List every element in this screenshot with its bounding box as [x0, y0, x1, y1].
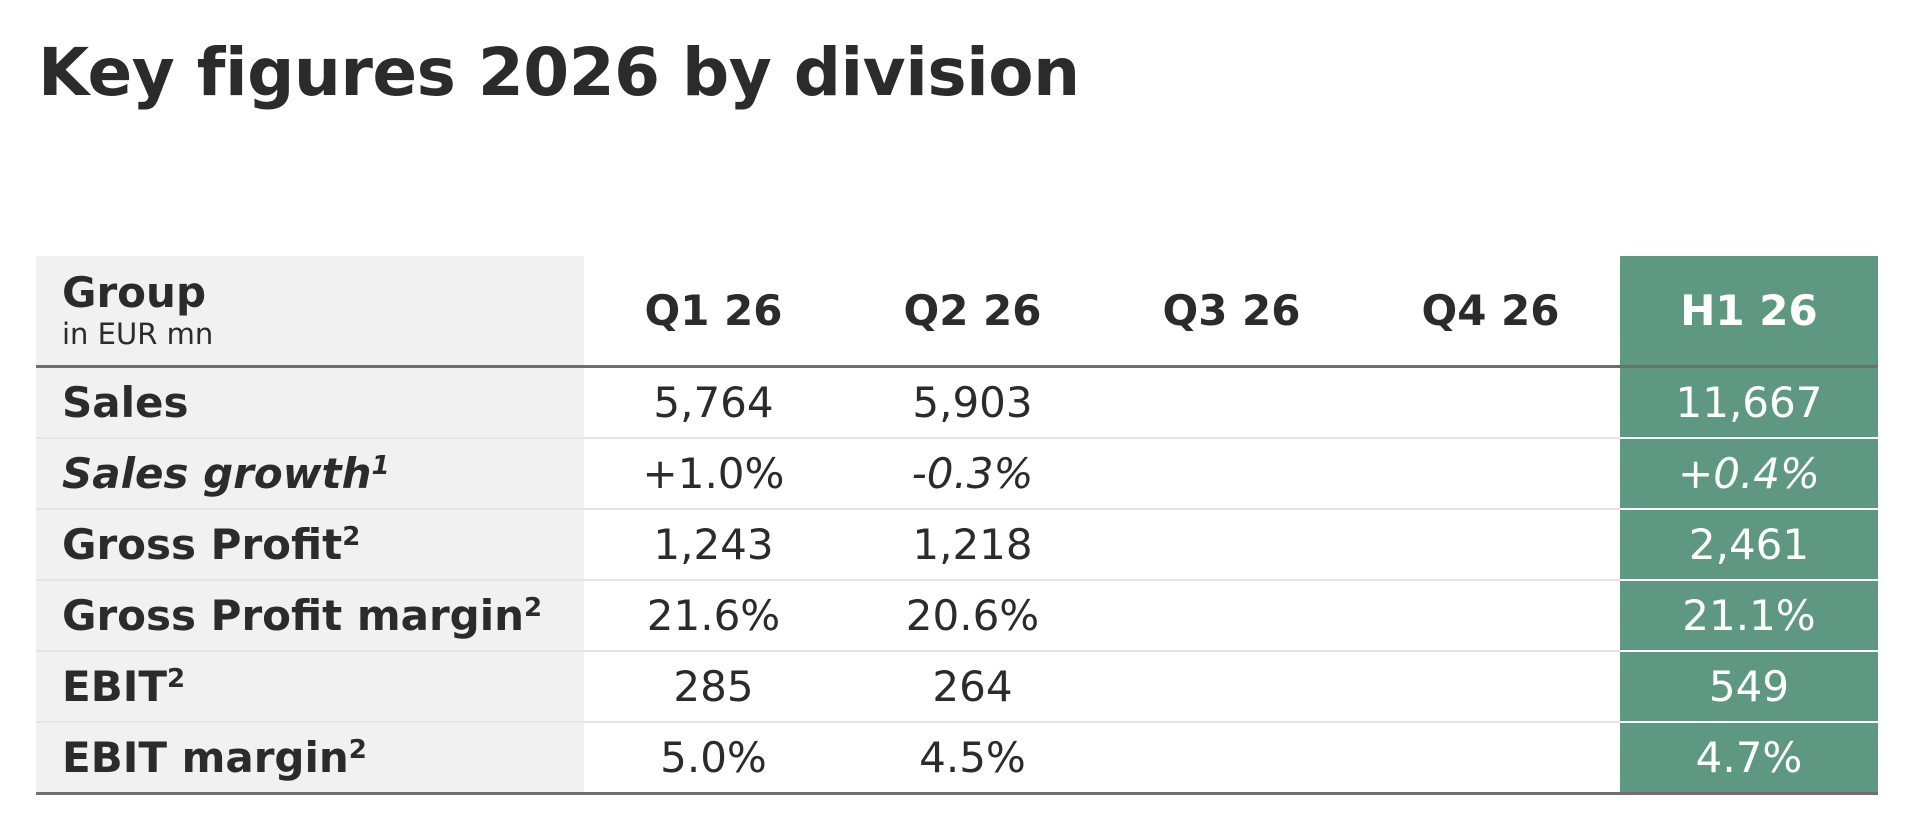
row-label-text: Sales growth: [62, 449, 372, 498]
cell-sales-q2: 5,903: [843, 366, 1102, 439]
cell-sales-growth-q2: -0.3%: [843, 438, 1102, 510]
cell-sales-growth-q3: [1102, 438, 1361, 510]
table-header-row: Group in EUR mn Q1 26 Q2 26 Q3 26 Q4 26 …: [36, 256, 1878, 368]
cell-sales-growth-h1: +0.4%: [1620, 438, 1878, 510]
row-label-text: EBIT margin: [62, 733, 349, 782]
table-row-gross-profit-margin: Gross Profit margin2 21.6% 20.6% 21.1%: [36, 580, 1878, 652]
row-label-ebit: EBIT2: [36, 651, 584, 723]
cell-ebit-q4: [1361, 651, 1620, 723]
footnote-marker: 1: [371, 451, 390, 481]
cell-sales-q3: [1102, 366, 1361, 439]
cell-sales-q4: [1361, 366, 1620, 439]
group-header-cell: Group in EUR mn: [36, 256, 584, 368]
cell-gross-profit-margin-h1: 21.1%: [1620, 580, 1878, 652]
column-header-h1: H1 26: [1620, 256, 1878, 368]
row-label-text: Gross Profit margin: [62, 591, 525, 640]
cell-gross-profit-margin-q3: [1102, 580, 1361, 652]
column-header-q1: Q1 26: [584, 256, 843, 368]
cell-ebit-margin-q1: 5.0%: [584, 722, 843, 795]
footnote-marker: 2: [348, 735, 367, 765]
page-title: Key figures 2026 by division: [38, 34, 1080, 111]
table-row-gross-profit: Gross Profit2 1,243 1,218 2,461: [36, 509, 1878, 581]
footnote-marker: 2: [524, 593, 543, 623]
table-row-sales: Sales 5,764 5,903 11,667: [36, 366, 1878, 439]
row-label-text: Sales: [62, 378, 189, 427]
cell-ebit-margin-q4: [1361, 722, 1620, 795]
cell-ebit-margin-h1: 4.7%: [1620, 722, 1878, 795]
cell-gross-profit-q4: [1361, 509, 1620, 581]
row-label-text: Gross Profit: [62, 520, 343, 569]
row-label-sales: Sales: [36, 366, 584, 439]
table-row-ebit-margin: EBIT margin2 5.0% 4.5% 4.7%: [36, 722, 1878, 795]
cell-sales-growth-q4: [1361, 438, 1620, 510]
group-label: Group: [62, 268, 207, 317]
cell-gross-profit-margin-q2: 20.6%: [843, 580, 1102, 652]
unit-label: in EUR mn: [62, 317, 214, 351]
row-label-text: EBIT: [62, 662, 167, 711]
row-label-gross-profit: Gross Profit2: [36, 509, 584, 581]
cell-gross-profit-h1: 2,461: [1620, 509, 1878, 581]
cell-ebit-h1: 549: [1620, 651, 1878, 723]
cell-gross-profit-margin-q4: [1361, 580, 1620, 652]
cell-ebit-margin-q3: [1102, 722, 1361, 795]
cell-gross-profit-margin-q1: 21.6%: [584, 580, 843, 652]
cell-sales-q1: 5,764: [584, 366, 843, 439]
table-row-ebit: EBIT2 285 264 549: [36, 651, 1878, 723]
cell-sales-h1: 11,667: [1620, 366, 1878, 439]
row-label-gross-profit-margin: Gross Profit margin2: [36, 580, 584, 652]
row-label-ebit-margin: EBIT margin2: [36, 722, 584, 795]
footnote-marker: 2: [166, 664, 186, 694]
row-label-sales-growth: Sales growth1: [36, 438, 584, 510]
cell-gross-profit-q3: [1102, 509, 1361, 581]
footnote-marker: 2: [342, 522, 361, 552]
cell-ebit-margin-q2: 4.5%: [843, 722, 1102, 795]
cell-gross-profit-q2: 1,218: [843, 509, 1102, 581]
column-header-q2: Q2 26: [843, 256, 1102, 368]
cell-gross-profit-q1: 1,243: [584, 509, 843, 581]
key-figures-table: Group in EUR mn Q1 26 Q2 26 Q3 26 Q4 26 …: [36, 256, 1878, 795]
cell-ebit-q1: 285: [584, 651, 843, 723]
cell-ebit-q3: [1102, 651, 1361, 723]
table-row-sales-growth: Sales growth1 +1.0% -0.3% +0.4%: [36, 438, 1878, 510]
cell-sales-growth-q1: +1.0%: [584, 438, 843, 510]
cell-ebit-q2: 264: [843, 651, 1102, 723]
column-header-q3: Q3 26: [1102, 256, 1361, 368]
column-header-q4: Q4 26: [1361, 256, 1620, 368]
